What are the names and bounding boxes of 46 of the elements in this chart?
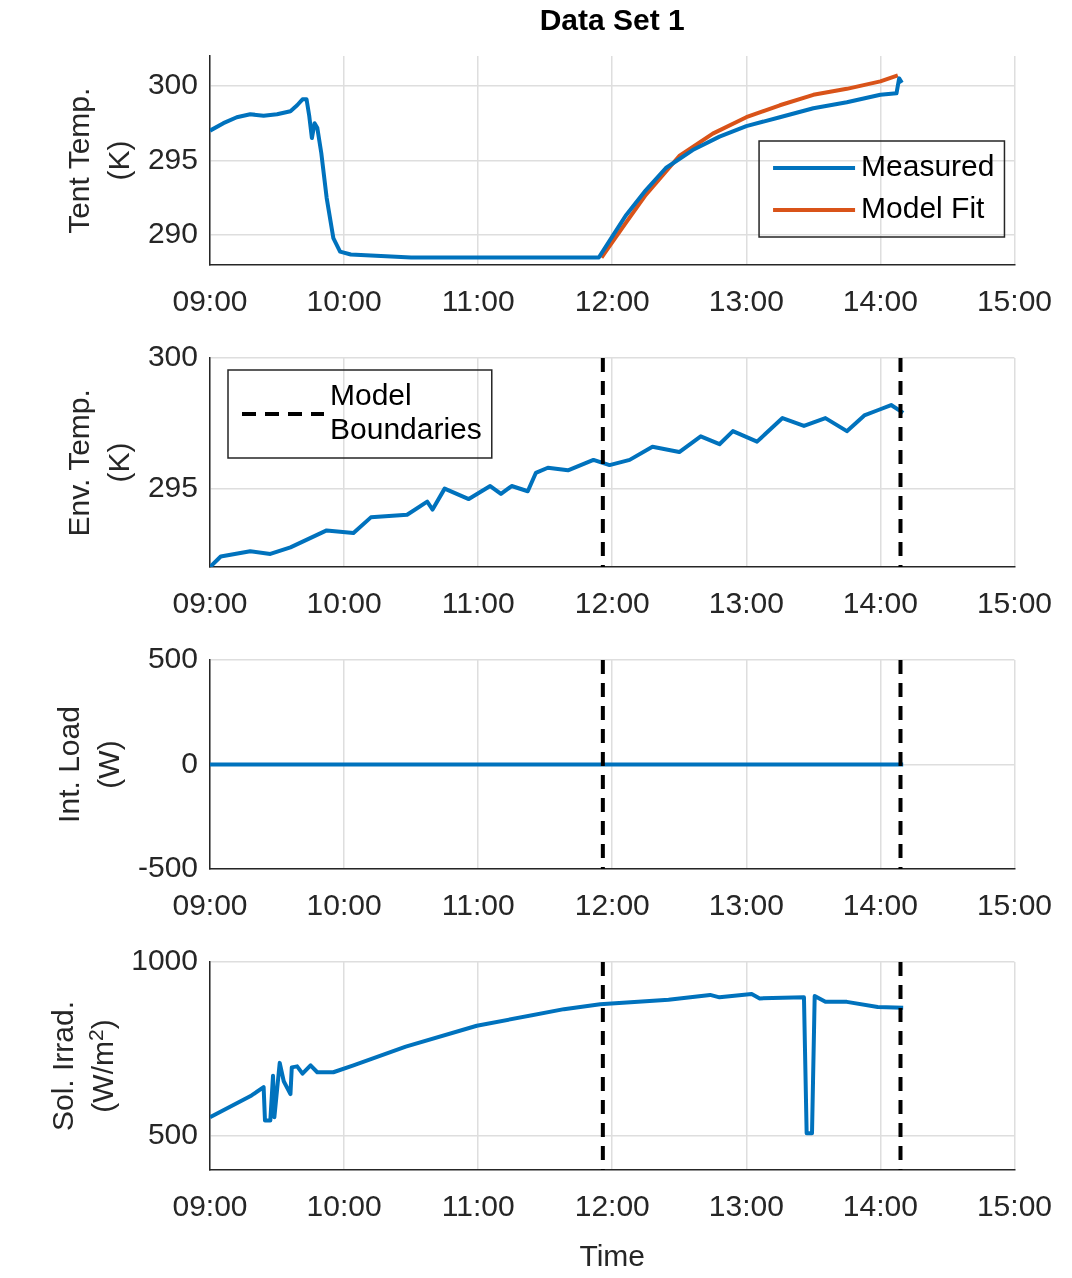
- x-tick-label: 13:00: [708, 284, 784, 318]
- legend-label: Model Fit: [861, 191, 986, 225]
- ref-line-label: Model Boundaries: [330, 378, 482, 446]
- x-tick-label: 09:00: [172, 284, 248, 318]
- x-tick-label: 10:00: [306, 284, 382, 318]
- y-tick-label: 300: [147, 339, 198, 373]
- x-tick-label: 15:00: [976, 1189, 1052, 1223]
- x-tick-label: 10:00: [306, 586, 382, 620]
- x-tick-label: 11:00: [441, 1189, 515, 1223]
- y-tick-label: 0: [181, 745, 198, 779]
- x-tick-label: 11:00: [441, 888, 515, 922]
- y-tick-label: 500: [147, 641, 198, 675]
- x-tick-label: 14:00: [842, 586, 918, 620]
- y-tick-label: 500: [147, 1116, 198, 1150]
- y-tick-label: -500: [137, 850, 198, 884]
- y-axis-title: Env. Temp. (K): [62, 389, 136, 537]
- x-tick-label: 09:00: [172, 1189, 248, 1223]
- x-tick-label: 13:00: [708, 586, 784, 620]
- x-tick-label: 13:00: [708, 888, 784, 922]
- y-tick-label: 290: [147, 216, 198, 250]
- y-axis-title: Int. Load (W): [52, 706, 126, 823]
- x-tick-label: 12:00: [574, 284, 650, 318]
- x-tick-label: 14:00: [842, 284, 918, 318]
- x-tick-label: 10:00: [306, 888, 382, 922]
- x-tick-label: 15:00: [976, 284, 1052, 318]
- y-tick-label: 1000: [131, 943, 198, 977]
- y-axis-title: Tent Temp. (K): [62, 87, 136, 234]
- x-tick-label: 15:00: [976, 888, 1052, 922]
- x-tick-label: 14:00: [842, 888, 918, 922]
- y-tick-label: 295: [147, 469, 198, 503]
- x-tick-label: 09:00: [172, 888, 248, 922]
- x-tick-label: 11:00: [441, 284, 515, 318]
- y-tick-label: 300: [147, 67, 198, 101]
- x-tick-label: 10:00: [306, 1189, 382, 1223]
- x-tick-label: 15:00: [976, 586, 1052, 620]
- x-tick-label: 11:00: [441, 586, 515, 620]
- legend-label: Measured: [861, 149, 995, 183]
- chart-title: Data Set 1: [539, 3, 685, 37]
- y-tick-label: 295: [147, 141, 198, 175]
- x-tick-label: 12:00: [574, 888, 650, 922]
- x-tick-label: 13:00: [708, 1189, 784, 1223]
- x-axis-title: Time: [579, 1239, 646, 1273]
- x-tick-label: 12:00: [574, 586, 650, 620]
- x-tick-label: 12:00: [574, 1189, 650, 1223]
- x-tick-label: 09:00: [172, 586, 248, 620]
- x-tick-label: 14:00: [842, 1189, 918, 1223]
